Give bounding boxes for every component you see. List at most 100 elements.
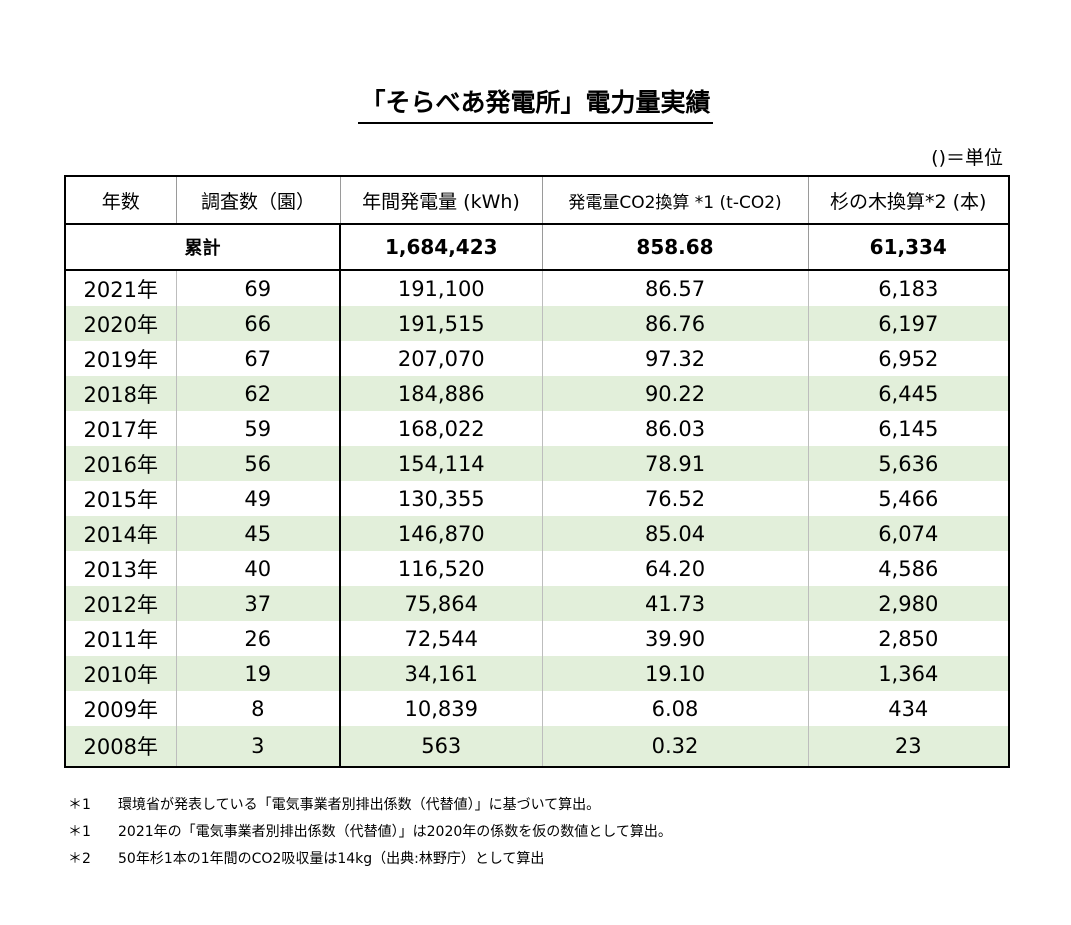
footnote: ＊1 2021年の「電気事業者別排出係数（代替値）」は2020年の係数を仮の数値と…: [68, 819, 672, 846]
unit-note: ()＝単位: [931, 147, 1003, 169]
cell-kwh: 168,022: [339, 411, 542, 446]
table-row: 2016年 56 154,114 78.91 5,636: [64, 446, 1010, 481]
cell-co2: 0.32: [541, 726, 808, 768]
cell-kwh: 130,355: [339, 481, 542, 516]
table-row: 2020年 66 191,515 86.76 6,197: [64, 306, 1010, 341]
footnote-text: 50年杉1本の1年間のCO2吸収量は14kg（出典:林野庁）として算出: [118, 851, 545, 867]
total-label: 累計: [64, 223, 341, 271]
data-rows: 2021年 69 191,100 86.57 6,183 2020年 66 191,515 86…: [64, 270, 1010, 768]
cell-count: 26: [175, 621, 340, 656]
cell-trees: 23: [807, 726, 1010, 768]
total-trees: 61,334: [808, 223, 1010, 271]
cell-co2: 86.76: [541, 306, 808, 341]
cell-year: 2010年: [64, 656, 176, 691]
table-row: 2014年 45 146,870 85.04 6,074: [64, 516, 1010, 551]
header-year: 年数: [64, 175, 177, 225]
table-header: 年数 調査数（園） 年間発電量 (kWh) 発電量CO2換算 *1 (t-CO2…: [64, 175, 1010, 225]
total-row: 累計 1,684,423 858.68 61,334: [64, 223, 1010, 271]
cell-count: 3: [175, 726, 340, 768]
cell-co2: 78.91: [541, 446, 808, 481]
cell-co2: 85.04: [541, 516, 808, 551]
cell-trees: 6,074: [807, 516, 1010, 551]
cell-trees: 434: [807, 691, 1010, 726]
table-row: 2019年 67 207,070 97.32 6,952: [64, 341, 1010, 376]
footnote: ＊1 環境省が発表している「電気事業者別排出係数（代替値）」に基づいて算出。: [68, 792, 672, 819]
header-count: 調査数（園）: [175, 175, 341, 225]
cell-co2: 86.57: [541, 270, 808, 306]
cell-year: 2008年: [64, 726, 176, 768]
cell-trees: 6,145: [807, 411, 1010, 446]
cell-kwh: 154,114: [339, 446, 542, 481]
total-kwh: 1,684,423: [340, 223, 543, 271]
cell-year: 2009年: [64, 691, 176, 726]
header-row: 年数 調査数（園） 年間発電量 (kWh) 発電量CO2換算 *1 (t-CO2…: [64, 175, 1010, 225]
cell-kwh: 34,161: [339, 656, 542, 691]
cell-count: 69: [175, 270, 340, 306]
cell-trees: 6,445: [807, 376, 1010, 411]
footnote-mark: ＊2: [68, 851, 91, 867]
cell-trees: 2,850: [807, 621, 1010, 656]
cell-kwh: 72,544: [339, 621, 542, 656]
table-row: 2015年 49 130,355 76.52 5,466: [64, 481, 1010, 516]
page-title: 「そらべあ発電所」電力量実績: [0, 86, 1071, 124]
footnote-mark: ＊1: [68, 824, 91, 840]
table-row: 2008年 3 563 0.32 23: [64, 726, 1010, 768]
cell-co2: 76.52: [541, 481, 808, 516]
cell-trees: 6,197: [807, 306, 1010, 341]
table-row: 2021年 69 191,100 86.57 6,183: [64, 270, 1010, 306]
cell-co2: 97.32: [541, 341, 808, 376]
cell-year: 2014年: [64, 516, 176, 551]
cell-year: 2011年: [64, 621, 176, 656]
footnote: ＊2 50年杉1本の1年間のCO2吸収量は14kg（出典:林野庁）として算出: [68, 846, 672, 873]
cell-co2: 6.08: [541, 691, 808, 726]
cell-year: 2012年: [64, 586, 176, 621]
header-co2: 発電量CO2換算 *1 (t-CO2): [541, 175, 809, 225]
table-row: 2018年 62 184,886 90.22 6,445: [64, 376, 1010, 411]
cell-kwh: 146,870: [339, 516, 542, 551]
cell-kwh: 191,100: [339, 270, 542, 306]
footnote-text: 環境省が発表している「電気事業者別排出係数（代替値）」に基づいて算出。: [118, 797, 601, 813]
total-section: 累計 1,684,423 858.68 61,334: [64, 223, 1010, 271]
cell-co2: 41.73: [541, 586, 808, 621]
cell-year: 2016年: [64, 446, 176, 481]
cell-trees: 6,183: [807, 270, 1010, 306]
cell-trees: 5,466: [807, 481, 1010, 516]
cell-year: 2018年: [64, 376, 176, 411]
table-row: 2017年 59 168,022 86.03 6,145: [64, 411, 1010, 446]
cell-year: 2017年: [64, 411, 176, 446]
cell-count: 40: [175, 551, 340, 586]
cell-kwh: 10,839: [339, 691, 542, 726]
cell-kwh: 191,515: [339, 306, 542, 341]
cell-co2: 64.20: [541, 551, 808, 586]
cell-kwh: 184,886: [339, 376, 542, 411]
footnotes: ＊1 環境省が発表している「電気事業者別排出係数（代替値）」に基づいて算出。 ＊1…: [68, 792, 672, 873]
cell-year: 2019年: [64, 341, 176, 376]
page-title-text: 「そらべあ発電所」電力量実績: [358, 86, 713, 124]
cell-kwh: 207,070: [339, 341, 542, 376]
cell-year: 2021年: [64, 270, 176, 306]
table-row: 2010年 19 34,161 19.10 1,364: [64, 656, 1010, 691]
cell-kwh: 563: [339, 726, 542, 768]
cell-year: 2020年: [64, 306, 176, 341]
cell-co2: 90.22: [541, 376, 808, 411]
cell-count: 66: [175, 306, 340, 341]
table-row: 2011年 26 72,544 39.90 2,850: [64, 621, 1010, 656]
cell-trees: 4,586: [807, 551, 1010, 586]
cell-trees: 1,364: [807, 656, 1010, 691]
cell-trees: 5,636: [807, 446, 1010, 481]
cell-count: 67: [175, 341, 340, 376]
table-row: 2009年 8 10,839 6.08 434: [64, 691, 1010, 726]
cell-co2: 39.90: [541, 621, 808, 656]
cell-count: 62: [175, 376, 340, 411]
table-row: 2012年 37 75,864 41.73 2,980: [64, 586, 1010, 621]
cell-trees: 6,952: [807, 341, 1010, 376]
cell-count: 19: [175, 656, 340, 691]
header-kwh: 年間発電量 (kWh): [339, 175, 543, 225]
cell-count: 49: [175, 481, 340, 516]
power-table: 年数 調査数（園） 年間発電量 (kWh) 発電量CO2換算 *1 (t-CO2…: [64, 175, 1010, 768]
footnote-text: 2021年の「電気事業者別排出係数（代替値）」は2020年の係数を仮の数値として…: [118, 824, 672, 840]
cell-co2: 86.03: [541, 411, 808, 446]
table-row: 2013年 40 116,520 64.20 4,586: [64, 551, 1010, 586]
cell-year: 2015年: [64, 481, 176, 516]
total-co2: 858.68: [542, 223, 809, 271]
